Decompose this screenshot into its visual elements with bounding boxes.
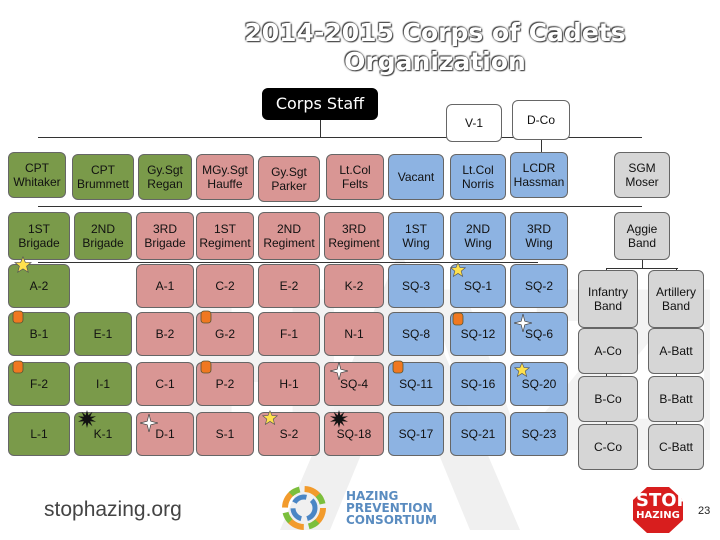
unit-box-2: 2ND Brigade xyxy=(74,212,132,260)
consortium-line-3: CONSORTIUM xyxy=(346,513,437,527)
stop-line-1: STOP xyxy=(636,490,690,511)
cell-r1-c6: K-2 xyxy=(324,264,384,308)
unit-box-8: 2ND Wing xyxy=(450,212,506,260)
unit-box-6: 3RD Regiment xyxy=(324,212,384,260)
consortium-line-2: PREVENTION xyxy=(346,501,433,515)
yellow-star-icon xyxy=(14,256,32,274)
leader-box-10: SGM Moser xyxy=(614,152,670,198)
cell-r4-c1: L-1 xyxy=(8,412,70,456)
consortium-line-1: HAZING xyxy=(346,489,399,503)
cell-r4-c6: SQ-18 xyxy=(324,412,384,456)
cell-r2-c5: F-1 xyxy=(258,312,320,356)
unit-box-1: 1ST Brigade xyxy=(8,212,70,260)
page-number: 23 xyxy=(698,505,711,517)
infantry-band-box: Infantry Band xyxy=(578,270,638,328)
artillery-unit-1: A-Batt xyxy=(648,328,704,374)
connector xyxy=(642,252,643,268)
orange-badge-icon xyxy=(452,312,464,326)
cell-r1-c7: SQ-3 xyxy=(388,264,444,308)
leader-box-8: Lt.Col Norris xyxy=(450,154,506,200)
leader-box-6: Lt.Col Felts xyxy=(326,154,384,200)
cell-r3-c2: I-1 xyxy=(74,362,132,406)
cell-r1-c5: E-2 xyxy=(258,264,320,308)
orange-badge-icon xyxy=(392,360,404,374)
v1-box: V-1 xyxy=(446,104,502,142)
infantry-unit-1: A-Co xyxy=(578,328,638,374)
black-burst-icon xyxy=(330,410,348,428)
unit-box-9: 3RD Wing xyxy=(510,212,568,260)
artillery-unit-3: C-Batt xyxy=(648,424,704,470)
stop-hazing-icon xyxy=(633,487,683,533)
orange-badge-icon xyxy=(200,310,212,324)
website-text: stophazing.org xyxy=(44,498,182,521)
unit-box-7: 1ST Wing xyxy=(388,212,444,260)
cell-r2-c9: SQ-6 xyxy=(510,312,568,356)
cell-r2-c3: B-2 xyxy=(136,312,194,356)
connector xyxy=(38,137,642,138)
leader-box-3: Gy.Sgt Regan xyxy=(138,154,192,200)
white-star-icon xyxy=(330,362,348,380)
cell-r3-c3: C-1 xyxy=(136,362,194,406)
page-title: 2014-2015 Corps of Cadets Organization xyxy=(244,18,626,76)
cell-r1-c9: SQ-2 xyxy=(510,264,568,308)
cell-r3-c5: H-1 xyxy=(258,362,320,406)
artillery-unit-2: B-Batt xyxy=(648,376,704,422)
cell-r1-c4: C-2 xyxy=(196,264,254,308)
unit-box-10: Aggie Band xyxy=(614,212,670,260)
connector xyxy=(541,140,542,153)
white-star-icon xyxy=(514,314,532,332)
leader-box-4: MGy.Sgt Hauffe xyxy=(196,154,254,200)
connector xyxy=(38,262,538,263)
cell-r4-c4: S-1 xyxy=(196,412,254,456)
artillery-band-box: Artillery Band xyxy=(648,270,704,328)
connector xyxy=(606,268,678,269)
unit-box-4: 1ST Regiment xyxy=(196,212,254,260)
cell-r3-c1: F-2 xyxy=(8,362,70,406)
cell-r2-c7: SQ-8 xyxy=(388,312,444,356)
corps-staff-box: Corps Staff xyxy=(262,88,378,120)
unit-box-3: 3RD Brigade xyxy=(136,212,194,260)
white-star-icon xyxy=(140,414,158,432)
stop-logo-text: STOP HAZING xyxy=(636,490,690,522)
cell-r1-c3: A-1 xyxy=(136,264,194,308)
leader-box-1: CPT Whitaker xyxy=(8,152,66,198)
cell-r4-c8: SQ-21 xyxy=(450,412,506,456)
leader-box-5: Gy.Sgt Parker xyxy=(258,156,320,202)
cell-r3-c8: SQ-16 xyxy=(450,362,506,406)
yellow-star-icon xyxy=(514,362,530,378)
cell-r4-c9: SQ-23 xyxy=(510,412,568,456)
infantry-unit-3: C-Co xyxy=(578,424,638,470)
yellow-star-icon xyxy=(262,410,278,426)
orange-badge-icon xyxy=(12,310,24,324)
dco-box: D-Co xyxy=(512,100,570,140)
watermark-hazing xyxy=(270,230,530,530)
orange-badge-icon xyxy=(200,360,212,374)
connector xyxy=(38,206,642,207)
cell-r2-c2: E-1 xyxy=(74,312,132,356)
consortium-logo-icon xyxy=(282,486,326,530)
cell-r2-c6: N-1 xyxy=(324,312,384,356)
black-burst-icon xyxy=(78,410,96,428)
cell-r4-c3: D-1 xyxy=(136,412,194,456)
cell-r2-c1: B-1 xyxy=(8,312,70,356)
unit-box-5: 2ND Regiment xyxy=(258,212,320,260)
connector xyxy=(320,118,321,138)
leader-box-2: CPT Brummett xyxy=(72,154,134,200)
leader-box-7: Vacant xyxy=(388,154,444,200)
stop-line-2: HAZING xyxy=(636,510,680,521)
yellow-star-icon xyxy=(450,262,466,278)
consortium-logo-text: HAZING PREVENTION CONSORTIUM xyxy=(346,490,437,526)
cell-r3-c6: SQ-4 xyxy=(324,362,384,406)
leader-box-9: LCDR Hassman xyxy=(510,152,568,198)
infantry-unit-2: B-Co xyxy=(578,376,638,422)
cell-r4-c7: SQ-17 xyxy=(388,412,444,456)
orange-badge-icon xyxy=(12,360,24,374)
